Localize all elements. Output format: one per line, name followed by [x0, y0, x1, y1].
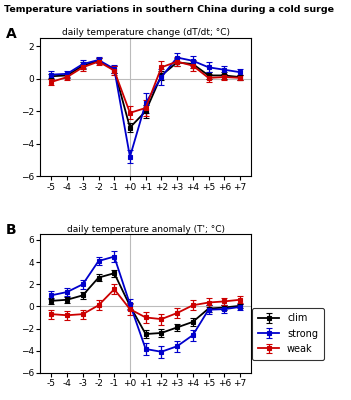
Text: A: A	[6, 27, 16, 41]
Title: daily temperature change (dT/dt; °C): daily temperature change (dT/dt; °C)	[62, 28, 230, 37]
Title: daily temperature anomaly (T'; °C): daily temperature anomaly (T'; °C)	[67, 225, 225, 234]
Text: B: B	[6, 223, 16, 237]
Legend: clim, strong, weak: clim, strong, weak	[252, 308, 324, 360]
Text: Temperature variations in southern China during a cold surge: Temperature variations in southern China…	[4, 5, 333, 14]
